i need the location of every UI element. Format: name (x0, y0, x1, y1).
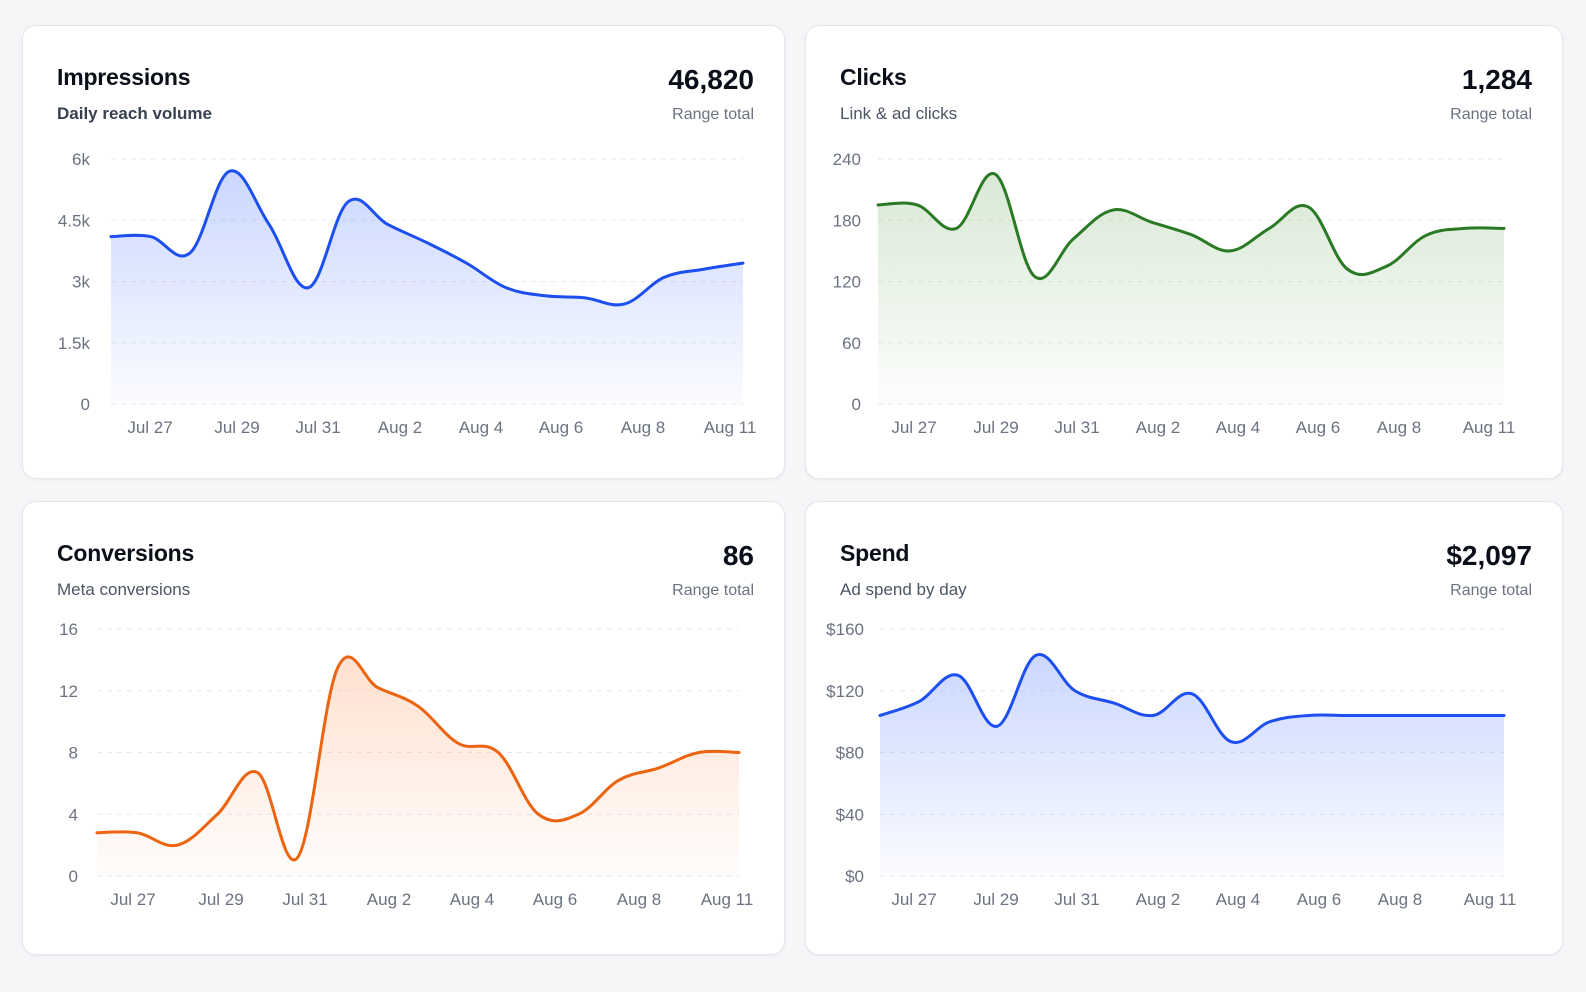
clicks-chart: 0 60 120 180 240 Jul 27 Jul 29 Jul 31 Aug 2 Aug 4… (833, 150, 1516, 437)
x-tick-label: Aug 4 (1216, 890, 1260, 909)
y-tick-label: 12 (59, 682, 78, 701)
series-line (876, 172, 1506, 281)
x-tick-label: Aug 8 (1377, 418, 1421, 437)
y-tick-label: $80 (836, 744, 864, 763)
x-tick-label: Jul 31 (282, 890, 327, 909)
x-tick-label: Jul 29 (973, 890, 1018, 909)
card-subtitle: Meta conversions (57, 580, 191, 599)
x-tick-label: Jul 31 (295, 418, 340, 437)
range-total-label: Range total (1450, 106, 1532, 123)
x-tick-label: Aug 11 (1464, 890, 1517, 909)
x-tick-label: Jul 27 (891, 890, 936, 909)
x-tick-label: Aug 6 (1297, 890, 1341, 909)
y-tick-label: 240 (833, 150, 861, 169)
x-tick-label: Aug 6 (539, 418, 583, 437)
conversions-card: Conversions Meta conversions 86 Range to… (22, 501, 785, 955)
spend-card: Spend Ad spend by day $2,097 Range total… (805, 501, 1563, 955)
x-tick-label: Jul 29 (214, 418, 259, 437)
y-tick-label: 120 (833, 273, 861, 292)
x-tick-label: Aug 2 (367, 890, 411, 909)
y-tick-label: $160 (826, 620, 864, 639)
x-tick-label: Jul 29 (198, 890, 243, 909)
y-tick-label: $40 (836, 805, 864, 824)
card-subtitle: Link & ad clicks (840, 104, 958, 123)
impressions-card: Impressions Daily reach volume 46,820 Ra… (22, 25, 785, 479)
y-tick-label: 0 (69, 867, 78, 886)
range-total-value: 86 (722, 540, 754, 571)
range-total-value: $2,097 (1446, 540, 1532, 571)
y-tick-label: 0 (852, 395, 861, 414)
y-tick-label: 6k (72, 150, 90, 169)
range-total-label: Range total (672, 106, 754, 123)
x-tick-label: Aug 2 (378, 418, 422, 437)
series-line (878, 653, 1506, 744)
x-tick-label: Aug 2 (1136, 890, 1180, 909)
x-tick-label: Aug 4 (1216, 418, 1260, 437)
x-tick-label: Aug 4 (450, 890, 494, 909)
series-area (111, 170, 743, 404)
y-tick-label: 4 (69, 805, 78, 824)
x-tick-label: Aug 11 (1463, 418, 1516, 437)
range-total-label: Range total (1450, 582, 1532, 599)
y-tick-label: 0 (81, 395, 90, 414)
y-tick-label: 180 (833, 211, 861, 230)
y-tick-label: 1.5k (58, 334, 91, 353)
series-line (109, 169, 745, 307)
x-tick-label: Aug 8 (1378, 890, 1422, 909)
card-subtitle: Daily reach volume (57, 104, 212, 123)
series-area (97, 656, 739, 876)
range-total-value: 46,820 (668, 64, 754, 95)
y-tick-label: $0 (845, 867, 864, 886)
x-tick-label: Aug 2 (1136, 418, 1180, 437)
impressions-chart: 0 1.5k 3k 4.5k 6k Jul 27 Jul 29 Jul 31 Aug 2 Aug … (58, 150, 757, 437)
x-tick-label: Jul 29 (973, 418, 1018, 437)
clicks-card: Clicks Link & ad clicks 1,284 Range tota… (805, 25, 1563, 479)
spend-chart: $0 $40 $80 $120 $160 Jul 27 Jul 29 Jul 31 Aug 2 A… (826, 620, 1517, 909)
x-tick-label: Aug 6 (533, 890, 577, 909)
card-subtitle: Ad spend by day (840, 580, 967, 599)
x-tick-label: Jul 31 (1054, 418, 1099, 437)
range-total-value: 1,284 (1461, 64, 1532, 95)
x-tick-label: Aug 8 (617, 890, 661, 909)
series-area (878, 173, 1504, 404)
x-tick-label: Aug 11 (701, 890, 754, 909)
x-tick-label: Jul 27 (891, 418, 936, 437)
x-tick-label: Jul 27 (127, 418, 172, 437)
x-tick-label: Jul 31 (1054, 890, 1099, 909)
conversions-chart: 0 4 8 12 16 Jul 27 Jul 29 Jul 31 Aug 2 Aug 4 Aug 6… (59, 620, 754, 909)
series-line (95, 655, 741, 862)
x-tick-label: Aug 4 (459, 418, 503, 437)
y-tick-label: 16 (59, 620, 78, 639)
series-area (880, 654, 1504, 876)
x-tick-label: Aug 6 (1296, 418, 1340, 437)
y-tick-label: 60 (842, 334, 861, 353)
card-title: Impressions (57, 64, 191, 90)
x-tick-label: Jul 27 (110, 890, 155, 909)
card-title: Spend (840, 540, 910, 566)
y-tick-label: $120 (826, 682, 864, 701)
x-tick-label: Aug 11 (704, 418, 757, 437)
y-tick-label: 3k (72, 273, 90, 292)
card-title: Clicks (840, 64, 907, 90)
y-tick-label: 8 (69, 744, 78, 763)
x-tick-label: Aug 8 (621, 418, 665, 437)
card-title: Conversions (57, 540, 195, 566)
range-total-label: Range total (672, 582, 754, 599)
y-tick-label: 4.5k (58, 211, 91, 230)
